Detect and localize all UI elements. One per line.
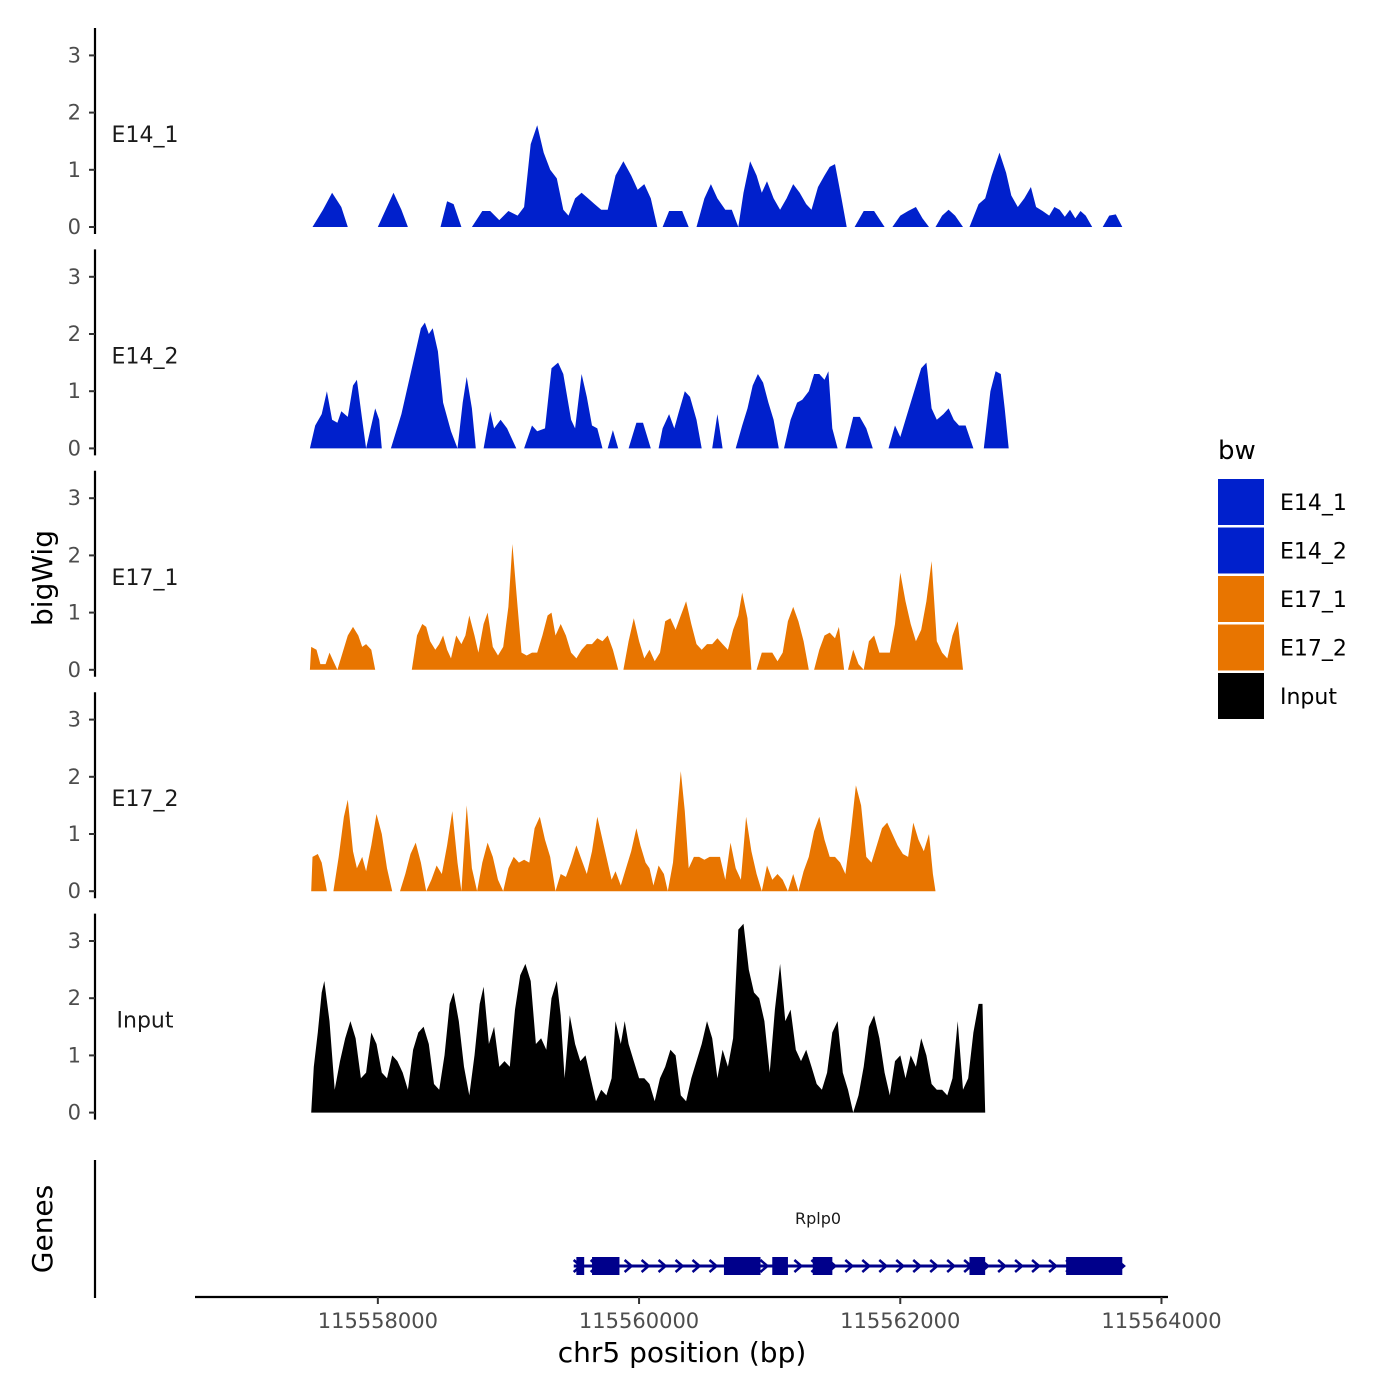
y-tick-label: 3: [68, 265, 81, 289]
coverage-area-e17_2: [311, 771, 936, 892]
gene-exon: [576, 1257, 585, 1275]
strand-arrow: [640, 1259, 651, 1273]
track-panel-e14_1: 0 1 2 3 E14_1: [68, 28, 1123, 239]
y-axis-title: bigWig: [26, 530, 59, 626]
y-tick-label: 1: [68, 379, 81, 403]
legend-label-e14_1: E14_1: [1280, 491, 1347, 516]
y-tick-label: 2: [68, 101, 81, 125]
y-tick-label: 2: [68, 543, 81, 567]
strand-arrow: [997, 1259, 1008, 1273]
track-panel-e17_1: 0 1 2 3 E17_1: [68, 470, 963, 682]
strand-arrow: [674, 1259, 685, 1273]
strand-arrow: [1048, 1259, 1058, 1273]
gene-exon: [723, 1257, 761, 1275]
x-tick-label: 115558000: [318, 1309, 438, 1333]
legend-label-e17_1: E17_1: [1280, 588, 1347, 613]
y-tick-label: 0: [68, 658, 81, 682]
strand-arrow: [946, 1259, 957, 1273]
track-panel-e14_2: 0 1 2 3 E14_2: [68, 249, 1009, 460]
legend-swatch-e14_1: [1218, 479, 1264, 525]
y-tick-label: 3: [68, 486, 81, 510]
strand-arrow: [895, 1259, 906, 1273]
x-tick-label: 115560000: [579, 1309, 699, 1333]
legend-swatch-input: [1218, 673, 1264, 719]
track-panel-input: 0 1 2 3 Input: [68, 913, 986, 1125]
strand-arrow: [708, 1259, 719, 1273]
legend: bw E14_1 E14_2 E17_1 E17_2 Input: [1218, 436, 1347, 719]
strand-arrow: [657, 1259, 668, 1273]
y-tick-label: 1: [68, 601, 81, 625]
gene-exon: [592, 1257, 620, 1275]
coverage-area-e14_1: [312, 125, 1123, 227]
gene-track: Rplp0: [93, 1160, 1126, 1298]
y-tick-label: 3: [68, 929, 81, 953]
strand-arrow: [793, 1259, 804, 1273]
gene-exon: [812, 1257, 833, 1275]
y-tick-label: 2: [68, 765, 81, 789]
strand-arrow: [1014, 1259, 1025, 1273]
track-label: E17_1: [112, 566, 179, 591]
genes-axis-title: Genes: [26, 1185, 59, 1273]
gene-exon: [772, 1257, 788, 1275]
legend-label-e17_2: E17_2: [1280, 637, 1347, 662]
y-tick-label: 0: [68, 879, 81, 903]
legend-swatch-e14_2: [1218, 527, 1264, 574]
track-label: E14_1: [112, 123, 179, 148]
legend-swatch-e17_1: [1218, 576, 1264, 622]
strand-arrow: [878, 1259, 889, 1273]
track-label: E14_2: [112, 344, 179, 369]
strand-arrow: [759, 1259, 770, 1273]
track-label: E17_2: [112, 787, 179, 812]
strand-arrow: [1031, 1259, 1042, 1273]
x-axis: 115558000 115560000 115562000 115564000: [195, 1295, 1222, 1333]
legend-swatch-e17_2: [1218, 624, 1264, 671]
coverage-area-e14_2: [309, 322, 1009, 449]
strand-arrow: [912, 1259, 923, 1273]
y-tick-label: 3: [68, 708, 81, 732]
legend-title: bw: [1218, 436, 1256, 466]
strand-arrow: [929, 1259, 940, 1273]
y-tick-label: 2: [68, 986, 81, 1010]
gene-name-label: Rplp0: [795, 1209, 841, 1228]
y-tick-label: 2: [68, 322, 81, 346]
strand-arrow: [844, 1259, 855, 1273]
coverage-area-e17_1: [309, 544, 963, 670]
y-tick-label: 1: [68, 158, 81, 182]
track-label: Input: [117, 1009, 174, 1034]
strand-arrow: [623, 1259, 634, 1273]
y-tick-label: 1: [68, 1043, 81, 1067]
legend-label-e14_2: E14_2: [1280, 540, 1347, 565]
x-axis-title: chr5 position (bp): [558, 1336, 807, 1369]
strand-arrow: [691, 1259, 702, 1273]
tracks-layer: 0 1 2 3 E14_1 0 1 2 3 E14_2 0 1 2 3 E17_1 0 1 2 3 E17_2 0 1 2 3…: [68, 28, 1123, 1125]
x-tick-label: 115564000: [1101, 1309, 1221, 1333]
strand-arrow: [861, 1259, 872, 1273]
y-tick-label: 0: [68, 436, 81, 460]
y-tick-label: 0: [68, 215, 81, 239]
legend-label-input: Input: [1280, 685, 1337, 710]
gene-exon: [969, 1257, 986, 1275]
y-tick-label: 0: [68, 1101, 81, 1125]
y-tick-label: 3: [68, 43, 81, 67]
y-tick-label: 1: [68, 822, 81, 846]
coverage-area-input: [311, 923, 986, 1113]
track-panel-e17_2: 0 1 2 3 E17_2: [68, 692, 936, 903]
x-tick-label: 115562000: [840, 1309, 960, 1333]
gene-exon: [1066, 1257, 1123, 1275]
